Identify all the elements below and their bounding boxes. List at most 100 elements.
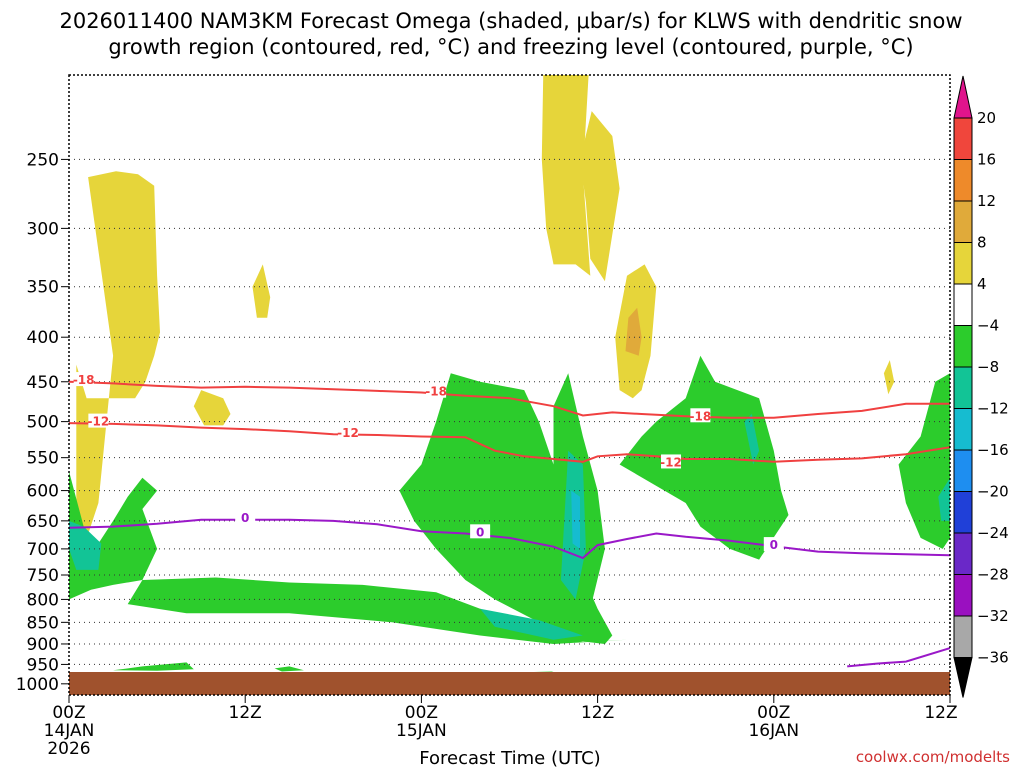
colorbar-top-arrow: [953, 75, 973, 119]
y-tick-label: 450: [27, 373, 59, 393]
omega-region-21: [938, 477, 950, 521]
omega-region-19: [744, 414, 760, 465]
omega-region-11: [69, 520, 102, 570]
colorbar-label: −20: [977, 483, 1009, 501]
chart-title-line2: growth region (contoured, red, °C) and f…: [108, 35, 913, 59]
omega-region-17: [571, 490, 580, 549]
contour-label-bg: [661, 454, 682, 469]
colorbar-bin: [953, 159, 973, 202]
colorbar-label: 8: [977, 234, 987, 252]
y-tick-label: 600: [27, 482, 59, 502]
omega-shaded-regions: [69, 75, 950, 684]
omega-region-4: [580, 111, 620, 282]
x-tick-label: 16JAN: [748, 721, 799, 741]
y-tick-label: 700: [27, 540, 59, 560]
contour-label: -18: [73, 373, 95, 387]
y-tick-label: 750: [27, 566, 59, 586]
y-tick-label: 500: [27, 413, 59, 433]
colorbar-bin: [953, 283, 973, 326]
colorbar-label: 12: [977, 192, 996, 210]
y-tick-label: 1000: [16, 675, 59, 695]
x-tick-label: 14JAN: [44, 721, 95, 741]
colorbar-bin: [953, 325, 973, 368]
x-tick-label: 12Z: [924, 703, 957, 723]
contour-label: -12: [88, 415, 110, 429]
omega-region-20: [898, 373, 950, 549]
contour-label-bg: [763, 537, 784, 552]
colorbar-bin: [953, 574, 973, 617]
colorbar-label: 16: [977, 151, 996, 169]
x-tick-label: 00Z: [405, 703, 438, 723]
contour-label-bg: [88, 413, 109, 428]
temperature-contours: -18 -18 -18 -12 -12 -12 0 0 0: [69, 372, 950, 676]
contour-label: 0: [770, 538, 778, 552]
omega-region-23: [274, 666, 304, 672]
colorbar: 20 16 12 8 4 −4 −8 −12 −16 −20 −24 −28 −32 −36: [953, 75, 1009, 698]
contour--18: [69, 380, 950, 419]
credit-text: coolwx.com/modelts: [856, 748, 1010, 766]
y-tick-label: 650: [27, 512, 59, 532]
contour-0: [69, 518, 950, 560]
y-tick-label: 850: [27, 613, 59, 633]
y-tick-label: 250: [27, 150, 59, 170]
contour-label-bg: [337, 424, 358, 439]
colorbar-label: −36: [977, 649, 1009, 667]
x-tick-label: 12Z: [581, 703, 614, 723]
colorbar-label: −16: [977, 441, 1009, 459]
colorbar-bin: [953, 449, 973, 492]
colorbar-bin: [953, 366, 973, 409]
contour-label: -12: [337, 426, 359, 440]
contour-label: -18: [425, 385, 447, 399]
colorbar-label: −4: [977, 317, 999, 335]
colorbar-bin: [953, 242, 973, 285]
y-axis: 2503003504004505005506006507007508008509…: [16, 150, 69, 695]
omega-region-14: [480, 608, 583, 640]
x-tick-label: 15JAN: [396, 721, 447, 741]
colorbar-label: −12: [977, 400, 1009, 418]
colorbar-label: −24: [977, 524, 1009, 542]
plot-frame: [68, 74, 951, 696]
y-tick-label: 300: [27, 219, 59, 239]
colorbar-label: −28: [977, 566, 1009, 584]
contour-label: 0: [241, 511, 249, 525]
contour-label-bg: [73, 372, 94, 387]
contour-label: 0: [476, 525, 484, 539]
x-axis-label: Forecast Time (UTC): [419, 748, 600, 768]
contour-label-bg: [426, 383, 447, 398]
y-tick-label: 800: [27, 590, 59, 610]
colorbar-bottom-arrow: [953, 657, 973, 698]
gridlines: [69, 158, 950, 685]
y-tick-label: 900: [27, 635, 59, 655]
chart-title-line1: 2026011400 NAM3KM Forecast Omega (shaded…: [59, 9, 962, 33]
colorbar-label: 4: [977, 275, 987, 293]
colorbar-bin: [953, 117, 973, 160]
omega-region-1: [193, 390, 231, 426]
omega-region-3: [541, 75, 591, 276]
colorbar-label: −32: [977, 607, 1009, 625]
x-tick-label: 00Z: [52, 703, 85, 723]
x-tick-label: 00Z: [757, 703, 790, 723]
colorbar-bin: [953, 615, 973, 658]
contour--12: [69, 422, 950, 463]
contour-0-sfc: [847, 647, 950, 668]
ground-surface: [69, 672, 950, 695]
contour-label-bg: [690, 408, 711, 423]
omega-region-2: [252, 264, 271, 318]
colorbar-bin: [953, 200, 973, 243]
colorbar-bin: [953, 532, 973, 575]
omega-region-7: [883, 360, 895, 395]
contour-label-bg: [235, 509, 256, 524]
x-tick-label: 12Z: [229, 703, 262, 723]
omega-region-22: [113, 662, 194, 671]
y-tick-label: 950: [27, 655, 59, 675]
colorbar-bin: [953, 491, 973, 534]
colorbar-bin: [953, 408, 973, 451]
y-tick-label: 550: [27, 449, 59, 469]
x-tick-label: 2026: [47, 739, 90, 759]
omega-region-0: [76, 171, 160, 570]
contour-label: -12: [660, 455, 682, 469]
colorbar-label: 20: [977, 109, 996, 127]
colorbar-label: −8: [977, 358, 999, 376]
